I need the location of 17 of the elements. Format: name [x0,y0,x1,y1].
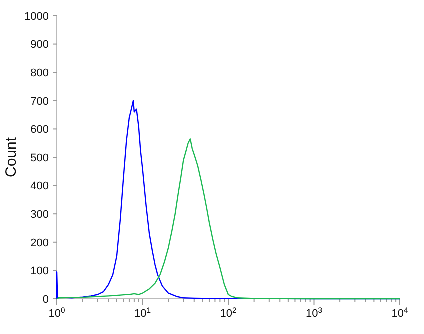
y-axis-title: Count [3,136,20,178]
y-tick-label: 0 [42,294,49,306]
y-tick-label: 500 [30,152,49,164]
x-tick-label: 10$^{4}$ [392,306,409,320]
y-tick-label: 700 [30,96,49,108]
y-tick-label: 300 [30,208,49,221]
x-tick-label: 10$^{3}$ [306,306,323,320]
y-tick-label: 400 [30,180,49,193]
y-tick-label: 900 [30,39,49,52]
y-tick-label: 1000 [24,10,49,23]
y-tick-label: 200 [30,237,49,250]
x-tick-label: 10$^{1}$ [134,306,152,320]
x-tick-label: 10$^{0}$ [48,306,66,320]
y-tick-label: 600 [30,124,49,136]
y-tick-label: 800 [30,67,49,80]
y-tick-label: 100 [30,266,49,278]
x-tick-label: 10$^{2}$ [220,306,237,320]
